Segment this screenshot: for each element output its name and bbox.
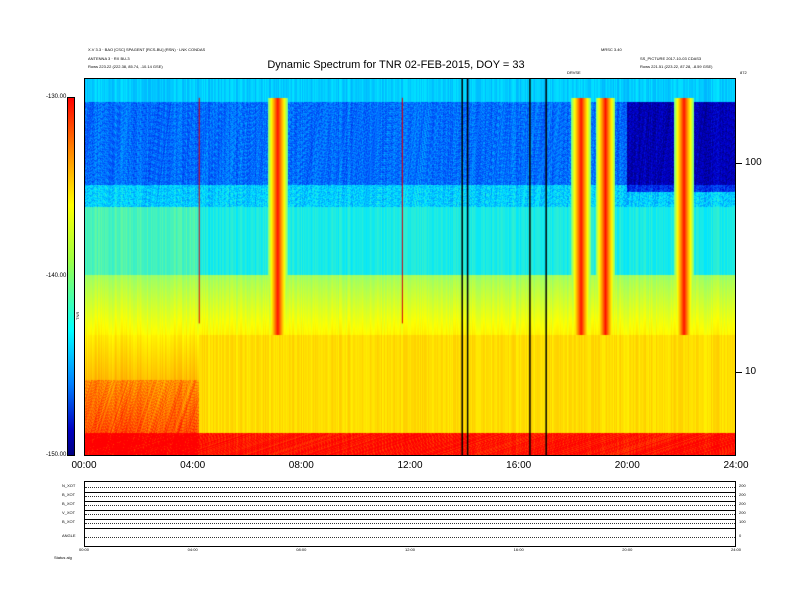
y-tick-mark-100 [736,163,742,164]
x-tick-label: 16:00 [506,460,532,471]
x-tick-label: 12:00 [397,460,423,471]
panel-separator [85,492,735,493]
panel-trace [85,505,735,506]
colorbar-tick-bottom: -150.00 [46,452,67,458]
y-tick-mark-10 [736,372,742,373]
header-left-line3: Rows 223.22 (222.38, 85.74, -10.14 GSE) [88,64,163,69]
x-tick-label: 24:00 [723,460,749,471]
panel-x-tick: 00:00 [78,547,90,552]
y-tick-label-10: 10 [745,366,757,377]
x-tick-label: 04:00 [180,460,206,471]
chart-title: Dynamic Spectrum for TNR 02-FEB-2015, DO… [267,59,525,71]
panel-label: B_XOT [62,519,76,524]
colorbar-label: TNR [75,311,80,320]
panel-trace [85,496,735,497]
panel-right-value: 100 [739,519,746,524]
header-right-line1: MRSC 3.40 [601,47,622,52]
panel-x-tick: 24:00 [730,547,742,552]
colorbar [67,97,75,456]
panel-label: B_XOT [62,501,76,506]
panel-label: B_XOT [62,492,76,497]
panel-separator [85,519,735,520]
panel-right-value: 200 [739,492,746,497]
panel-right-value: 200 [739,510,746,515]
panel-separator [85,528,735,529]
panel-footer-label: Status alg [54,555,72,560]
panel-separator [85,510,735,511]
panel-trace [85,523,735,524]
colorbar-tick-top: -130.00 [46,94,67,100]
y-tick-label-100: 100 [745,157,762,168]
panel-x-tick: 12:00 [404,547,416,552]
x-tick-label: 00:00 [71,460,97,471]
panel-right-value: 200 [739,501,746,506]
panel-separator [85,501,735,502]
colorbar-tick-mid: -140.00 [46,273,67,279]
panel-trace [85,514,735,515]
header-left-line2: ANTENNA 3 · RX BU-3 [88,56,130,61]
x-tick-label: 20:00 [614,460,640,471]
parameter-panels [84,481,736,547]
panel-x-tick: 20:00 [622,547,633,552]
spectrogram-canvas [85,79,735,455]
spectrogram-plot[interactable] [84,78,736,456]
panel-label: V_XOT [62,510,76,515]
header-mid-marker: DRVSE [567,70,581,75]
panel-trace [85,487,735,488]
panel-trace [85,537,735,538]
x-tick-label: 08:00 [288,460,314,471]
panel-x-tick: 08:00 [296,547,307,552]
panel-label: N_XOT [62,483,76,488]
header-far-right: 872 [740,70,747,75]
header-right-line3: Rows 221.51 (223.22, 87.28, -8.59 GSE) [640,64,713,69]
panel-x-tick: 04:00 [187,547,198,552]
panel-right-value: 0 [739,533,742,538]
header-right-line2: SS_PICTURE 2017-10-03 CDAS3 [640,56,702,61]
panel-label: ANGLE [62,533,76,538]
panel-x-tick: 16:00 [513,547,524,552]
header-left-line1: X.V 3.3 · BAO [CSC] SPAGENT [RCS-BU] (RS… [88,47,206,52]
panel-right-value: 200 [739,483,746,488]
